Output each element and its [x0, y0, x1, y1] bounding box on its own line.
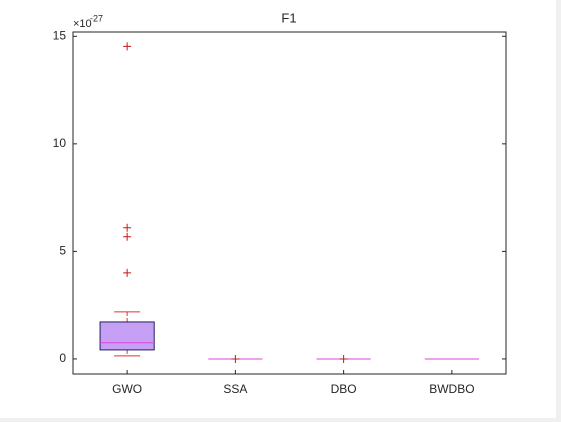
y-tick-label: 5: [59, 244, 66, 258]
outlier: [123, 232, 132, 241]
y-exponent: -27: [90, 13, 103, 23]
outlier: [231, 354, 240, 363]
x-tick-label: GWO: [112, 382, 142, 396]
x-tick-label: BWDBO: [429, 382, 474, 396]
y-tick-label: 15: [53, 28, 67, 42]
outlier: [123, 223, 132, 232]
y-tick-label: 0: [59, 351, 66, 365]
outlier: [123, 268, 132, 277]
box: [99, 321, 155, 351]
x-tick-label: SSA: [223, 382, 247, 396]
y-multiplier: ×10: [73, 18, 92, 30]
plot-area: [72, 31, 507, 375]
outlier: [339, 354, 348, 363]
x-tick-label: DBO: [331, 382, 357, 396]
outlier: [123, 42, 132, 51]
y-tick-label: 10: [53, 136, 67, 150]
chart-title: F1: [281, 10, 296, 25]
